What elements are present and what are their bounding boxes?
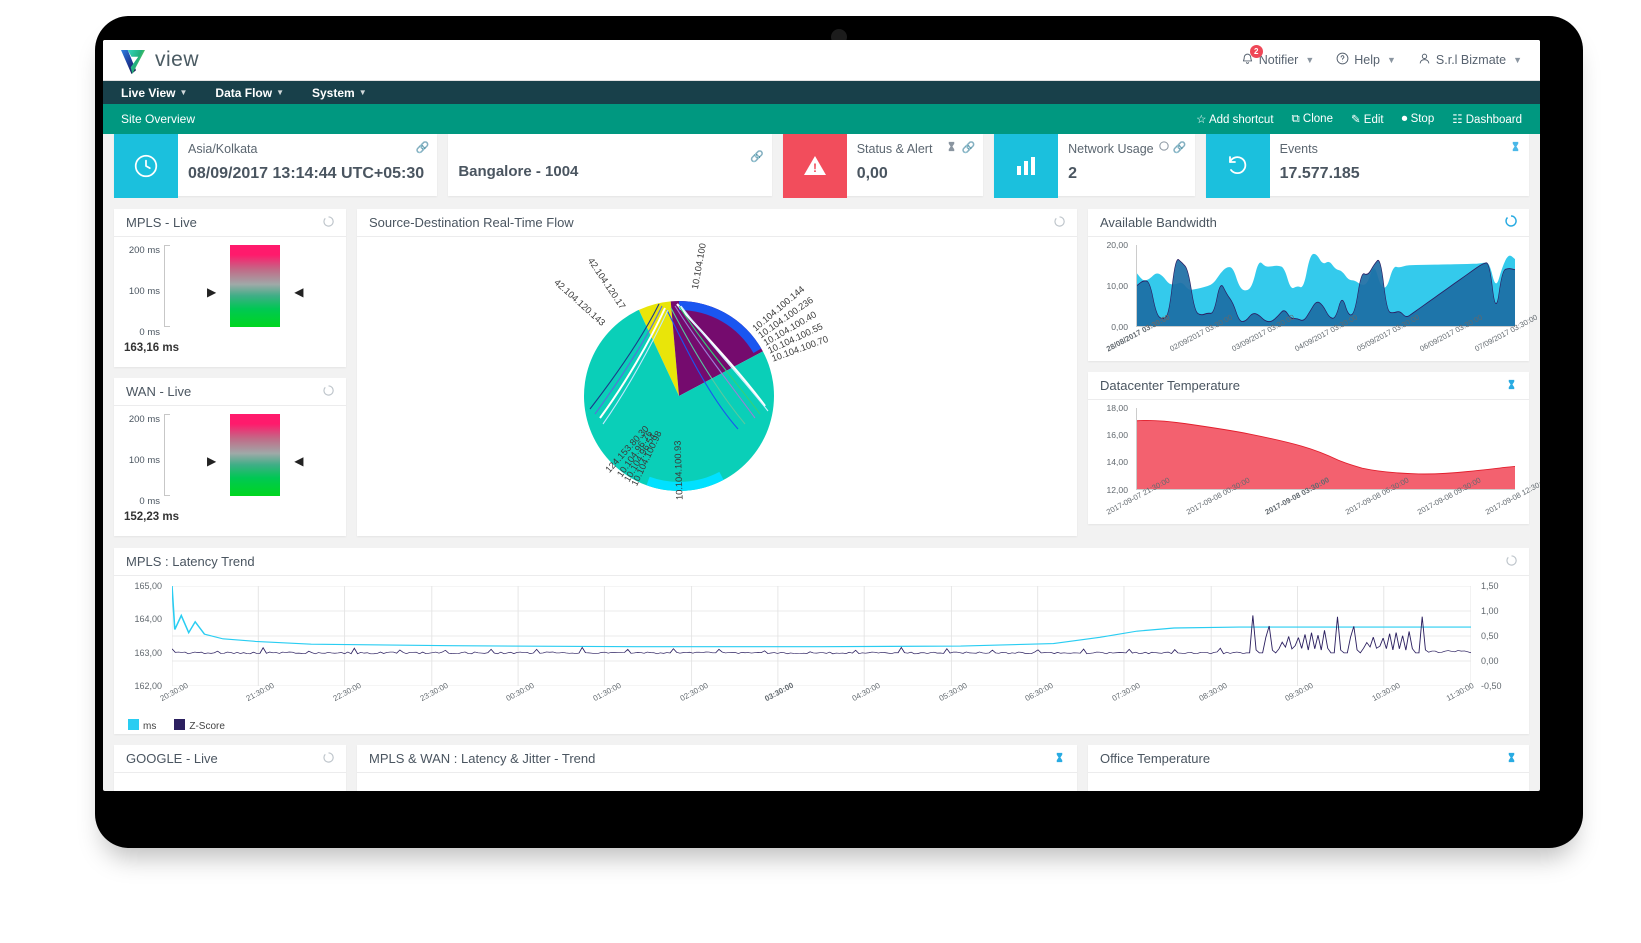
svg-text:!: ! (813, 161, 817, 175)
svg-text:10.104.100.130: 10.104.100.130 (690, 243, 711, 290)
svg-text:42.104.120.17: 42.104.120.17 (586, 256, 628, 311)
svg-text:10.104.100.93: 10.104.100.93 (673, 440, 685, 500)
svg-text:42.104.120.143: 42.104.120.143 (552, 277, 607, 328)
